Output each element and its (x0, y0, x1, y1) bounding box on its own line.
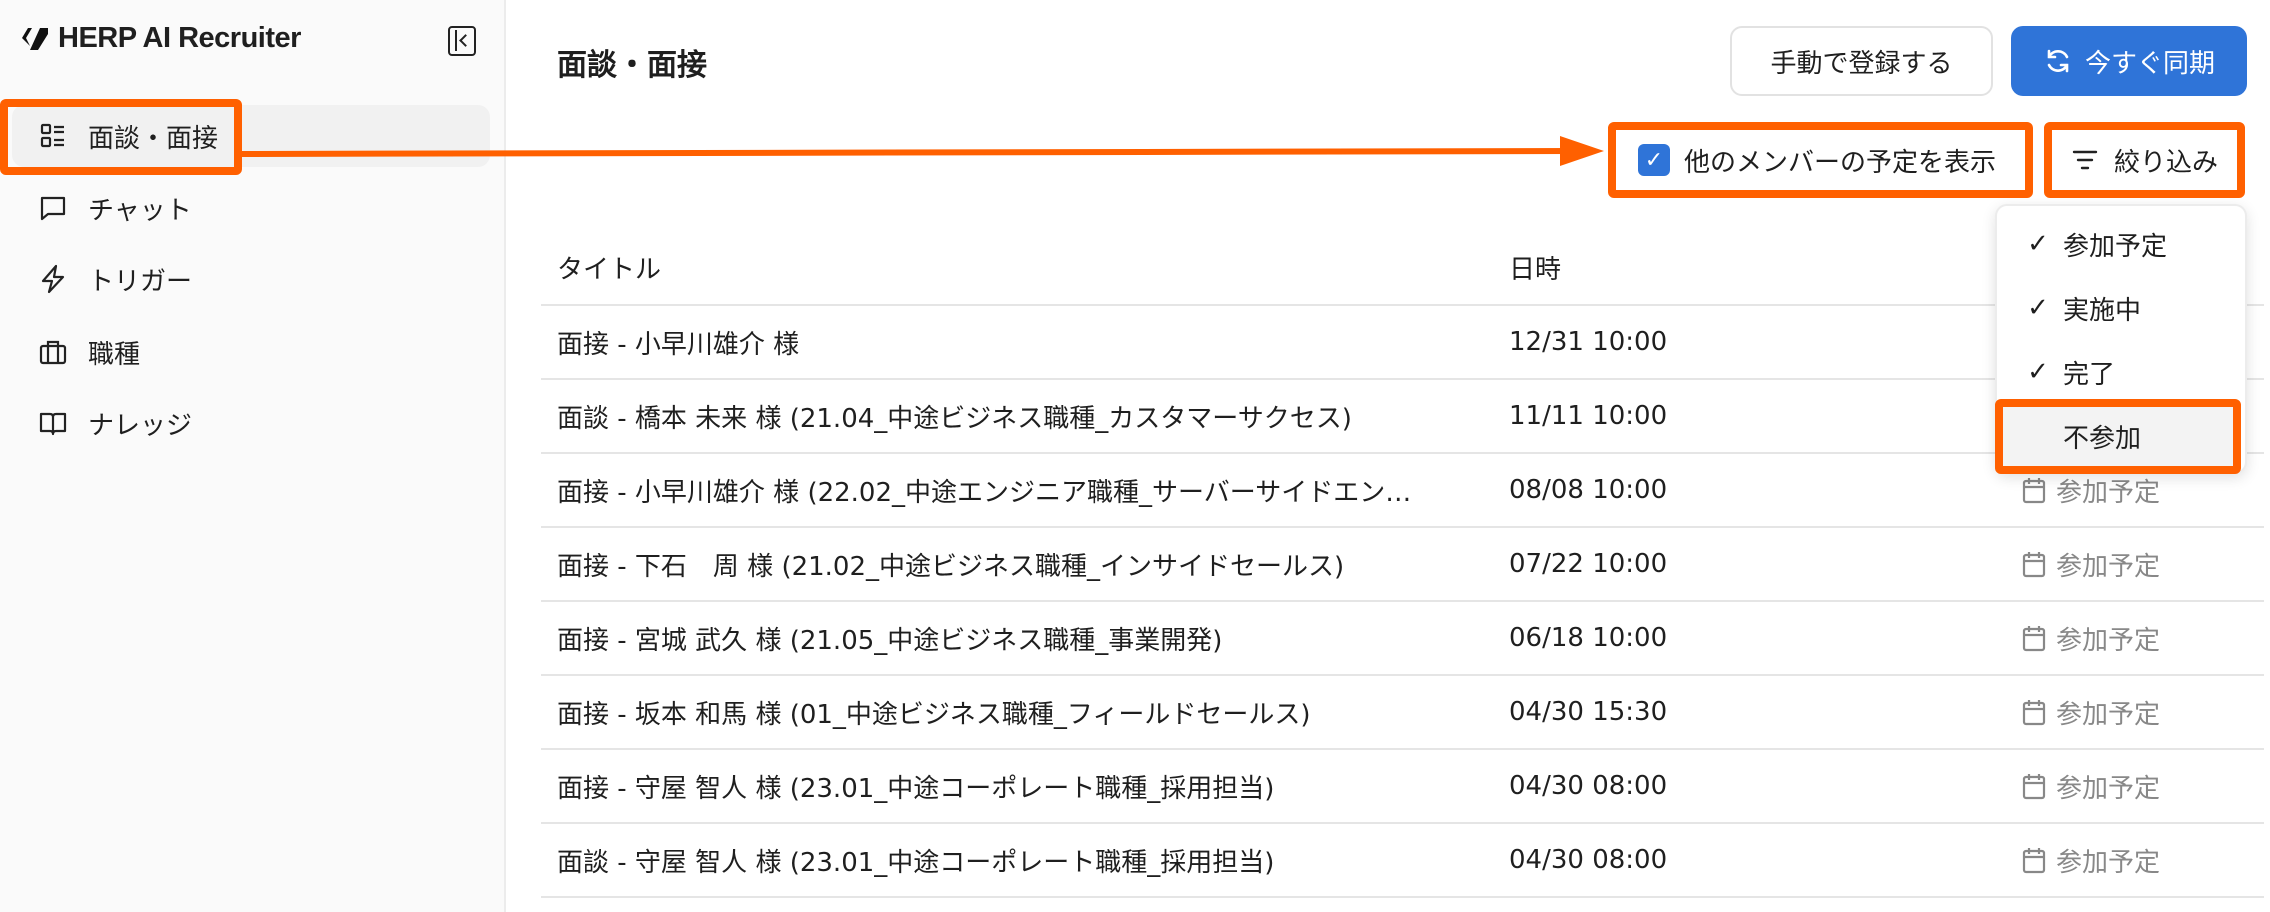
list-icon (38, 121, 68, 151)
row-datetime: 04/30 08:00 (1509, 845, 1668, 875)
table-row[interactable]: 面接 - 坂本 和馬 様 (01_中途ビジネス職種_フィールドセールス) 04/… (541, 676, 2264, 750)
sync-icon (2047, 49, 2069, 73)
row-title: 面接 - 守屋 智人 様 (23.01_中途コーポレート職種_採用担当) (557, 773, 1275, 804)
row-status: 参加予定 (2022, 768, 2160, 805)
row-datetime: 12/31 10:00 (1509, 327, 1668, 357)
filter-button[interactable]: 絞り込み (2052, 130, 2237, 190)
app-name: HERP AI Recruiter (58, 22, 301, 54)
row-title: 面接 - 坂本 和馬 様 (01_中途ビジネス職種_フィールドセールス) (557, 699, 1311, 730)
calendar-icon (2022, 700, 2046, 726)
herp-logo-icon (22, 27, 48, 50)
table-row[interactable]: 面接 - 守屋 智人 様 (23.01_中途コーポレート職種_採用担当) 04/… (541, 750, 2264, 824)
table-header: タイトル 日時 (541, 230, 2264, 306)
sidebar-item-jobs[interactable]: 職種 (12, 321, 490, 383)
status-label: 参加予定 (2056, 477, 2161, 508)
table-row[interactable]: 面接 - 宮城 武久 様 (21.05_中途ビジネス職種_事業開発) 06/18… (541, 602, 2264, 676)
show-other-members-toggle[interactable]: ✓ 他のメンバーの予定を表示 (1616, 130, 2025, 190)
row-datetime: 07/22 10:00 (1509, 549, 1668, 579)
filter-option-not-attending[interactable]: 不参加 (2003, 406, 2241, 466)
sidebar-item-label: チャット (88, 195, 192, 226)
row-datetime: 06/18 10:00 (1509, 623, 1668, 653)
calendar-icon (2022, 478, 2046, 504)
row-title: 面接 - 小早川雄介 様 (557, 329, 800, 360)
row-title: 面接 - 小早川雄介 様 (22.02_中途エンジニア職種_サーバーサイドエン… (557, 477, 1412, 508)
check-icon: ✓ (2027, 357, 2049, 387)
interviews-table: タイトル 日時 面接 - 小早川雄介 様 12/31 10:00 面談 - 橋本… (541, 230, 2264, 898)
sidebar-item-label: 職種 (88, 339, 141, 370)
sidebar: HERP AI Recruiter 面談・面接 チャット トリガー 職種 ナレッ… (0, 0, 506, 912)
row-status: 参加予定 (2022, 694, 2160, 731)
sidebar-item-label: 面談・面接 (88, 123, 219, 154)
check-icon: ✓ (2027, 293, 2049, 323)
briefcase-icon (38, 337, 68, 367)
filter-option-label: 完了 (2063, 359, 2116, 390)
filter-option-in-progress[interactable]: ✓ 実施中 (2003, 278, 2241, 338)
column-datetime[interactable]: 日時 (1509, 254, 1562, 285)
sync-now-label: 今すぐ同期 (2084, 48, 2215, 79)
table-row[interactable]: 面談 - 守屋 智人 様 (23.01_中途コーポレート職種_採用担当) 04/… (541, 824, 2264, 898)
filter-icon (2072, 150, 2098, 170)
collapse-sidebar-icon[interactable] (448, 26, 476, 56)
filter-option-label: 参加予定 (2063, 231, 2168, 262)
row-datetime: 11/11 10:00 (1509, 401, 1668, 431)
calendar-icon (2022, 626, 2046, 652)
row-status: 参加予定 (2022, 842, 2160, 879)
filter-option-scheduled[interactable]: ✓ 参加予定 (2003, 214, 2241, 274)
check-icon: ✓ (2027, 229, 2049, 259)
row-datetime: 04/30 08:00 (1509, 771, 1668, 801)
sidebar-item-label: トリガー (88, 266, 193, 297)
row-datetime: 04/30 15:30 (1509, 697, 1668, 727)
chat-icon (38, 193, 68, 223)
sync-now-button[interactable]: 今すぐ同期 (2011, 26, 2247, 96)
manual-register-button[interactable]: 手動で登録する (1730, 26, 1993, 96)
row-title: 面談 - 橋本 未来 様 (21.04_中途ビジネス職種_カスタマーサクセス) (557, 403, 1352, 434)
table-row[interactable]: 面談 - 橋本 未来 様 (21.04_中途ビジネス職種_カスタマーサクセス) … (541, 380, 2264, 454)
row-datetime: 08/08 10:00 (1509, 475, 1668, 505)
annotation-arrow (241, 136, 1604, 166)
row-status: 参加予定 (2022, 472, 2160, 509)
checkbox-checked-icon[interactable]: ✓ (1638, 144, 1670, 176)
calendar-icon (2022, 848, 2046, 874)
column-title[interactable]: タイトル (557, 254, 662, 285)
status-label: 参加予定 (2056, 773, 2161, 804)
book-icon (38, 408, 68, 438)
row-status: 参加予定 (2022, 546, 2160, 583)
filter-dropdown-menu: ✓ 参加予定 ✓ 実施中 ✓ 完了 不参加 (1995, 204, 2247, 474)
status-label: 参加予定 (2056, 625, 2161, 656)
table-row[interactable]: 面接 - 下石 周 様 (21.02_中途ビジネス職種_インサイドセールス) 0… (541, 528, 2264, 602)
calendar-icon (2022, 774, 2046, 800)
sidebar-item-knowledge[interactable]: ナレッジ (12, 392, 490, 454)
status-label: 参加予定 (2056, 551, 2161, 582)
sidebar-item-label: ナレッジ (88, 410, 193, 441)
row-title: 面接 - 宮城 武久 様 (21.05_中途ビジネス職種_事業開発) (557, 625, 1223, 656)
filter-option-completed[interactable]: ✓ 完了 (2003, 342, 2241, 402)
table-row[interactable]: 面接 - 小早川雄介 様 12/31 10:00 (541, 306, 2264, 380)
calendar-icon (2022, 552, 2046, 578)
page-title: 面談・面接 (557, 48, 707, 83)
row-title: 面接 - 下石 周 様 (21.02_中途ビジネス職種_インサイドセールス) (557, 551, 1345, 582)
filter-option-label: 不参加 (2063, 423, 2142, 454)
show-other-members-label: 他のメンバーの予定を表示 (1684, 147, 1997, 178)
row-status: 参加予定 (2022, 620, 2160, 657)
logo[interactable]: HERP AI Recruiter (20, 22, 301, 55)
lightning-icon (38, 264, 68, 294)
status-label: 参加予定 (2056, 699, 2161, 730)
row-title: 面談 - 守屋 智人 様 (23.01_中途コーポレート職種_採用担当) (557, 847, 1275, 878)
filter-option-label: 実施中 (2063, 295, 2142, 326)
sidebar-item-trigger[interactable]: トリガー (12, 248, 490, 310)
table-row[interactable]: 面接 - 小早川雄介 様 (22.02_中途エンジニア職種_サーバーサイドエン…… (541, 454, 2264, 528)
filter-label: 絞り込み (2114, 147, 2219, 178)
manual-register-label: 手動で登録する (1770, 48, 1953, 79)
sidebar-item-chat[interactable]: チャット (12, 177, 490, 239)
status-label: 参加予定 (2056, 847, 2161, 878)
